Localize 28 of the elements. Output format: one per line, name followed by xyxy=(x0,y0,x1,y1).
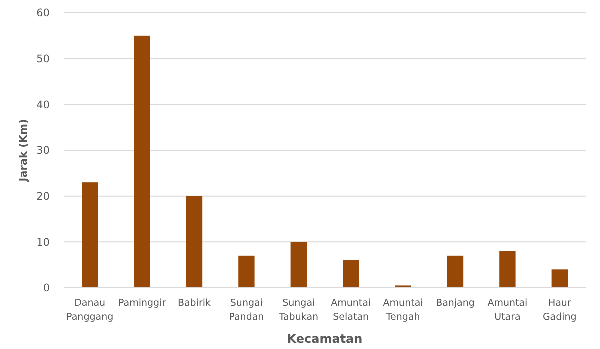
bar xyxy=(186,196,203,288)
bar xyxy=(447,256,464,288)
bar xyxy=(343,260,360,288)
bar xyxy=(238,256,255,288)
y-tick-label: 10 xyxy=(36,236,50,249)
y-tick-label: 60 xyxy=(36,8,50,20)
bar xyxy=(82,182,98,288)
x-tick-label: Paminggir xyxy=(118,298,166,309)
x-axis-title: Kecamatan xyxy=(287,332,363,346)
bar xyxy=(552,270,568,288)
x-tick-label: Babirik xyxy=(178,298,212,309)
x-tick-label: Sungai Tabukan xyxy=(278,298,319,323)
bar xyxy=(290,242,307,288)
x-tick-label: Amuntai Tengah xyxy=(383,298,424,323)
y-tick-label: 20 xyxy=(36,191,50,204)
x-tick-label: Banjang xyxy=(436,298,475,309)
bar xyxy=(134,36,150,288)
x-tick-label: Amuntai Selatan xyxy=(331,298,372,323)
x-tick-label: Amuntai Utara xyxy=(488,298,528,323)
x-tick-label: Haur Gading xyxy=(542,298,577,323)
y-tick-label: 30 xyxy=(36,145,50,158)
y-axis-title: Jarak (Km) xyxy=(18,119,30,183)
x-tick-label: Danau Panggang xyxy=(66,298,114,323)
bar xyxy=(500,251,516,288)
x-tick-label: Sungai Pandan xyxy=(229,298,264,323)
y-tick-label: 50 xyxy=(36,54,50,66)
y-tick-label: 40 xyxy=(36,99,50,112)
y-tick-label: 0 xyxy=(43,282,50,295)
